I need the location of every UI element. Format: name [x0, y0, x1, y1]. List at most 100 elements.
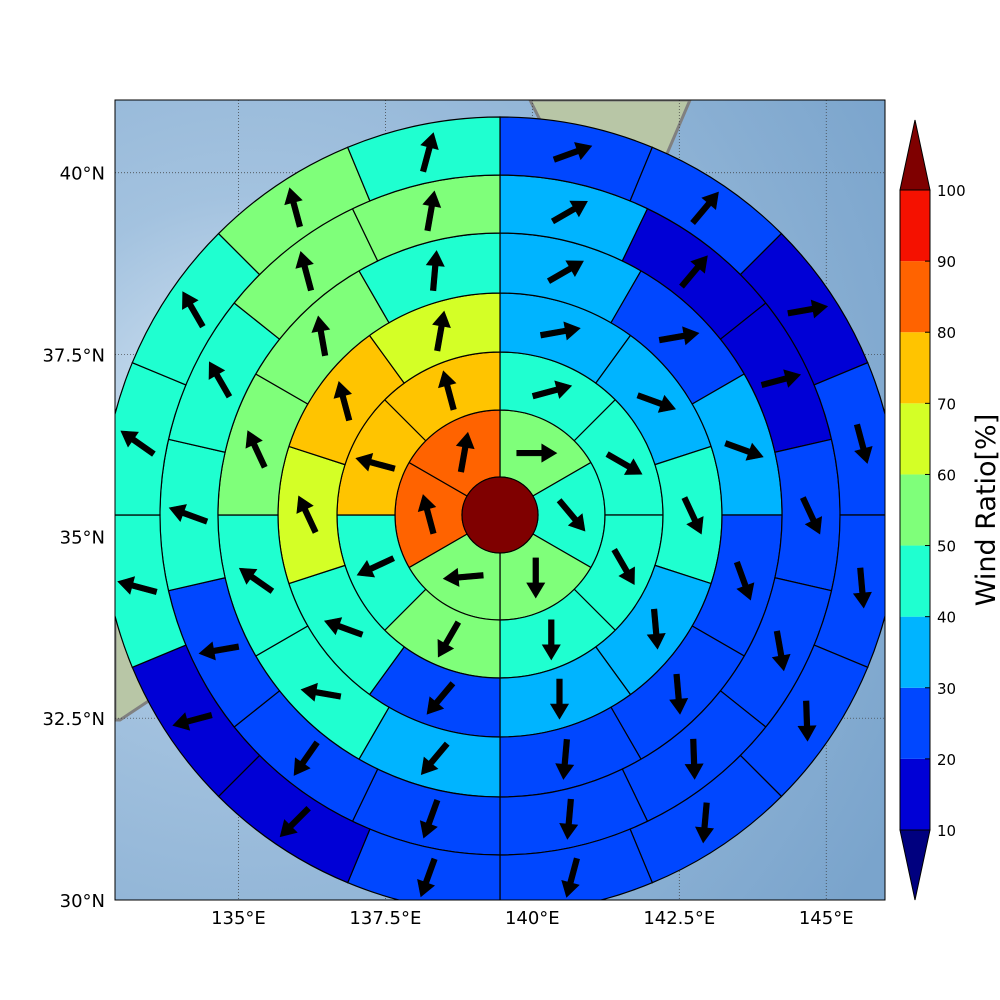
wind-arrow	[555, 738, 575, 780]
colorbar-segment	[900, 403, 930, 475]
colorbar-tick-label: 100	[937, 182, 966, 200]
x-tick-label: 142.5°E	[643, 908, 715, 929]
colorbar-segment	[900, 474, 930, 546]
wind-arrows	[117, 132, 873, 898]
wind-arrow	[442, 567, 484, 587]
wind-arrow	[245, 430, 268, 469]
wind-arrow	[296, 495, 319, 534]
colorbar-segment	[900, 687, 930, 759]
wind-arrow	[182, 291, 206, 329]
wind-arrow	[552, 142, 593, 163]
y-axis: 40°N 37.5°N 35°N 32.5°N 30°N	[42, 164, 105, 912]
wind-arrow	[420, 132, 439, 173]
wind-arrow	[438, 370, 457, 411]
wind-arrow	[238, 567, 275, 594]
colorbar-tick-label: 10	[937, 822, 956, 840]
wind-arrow	[311, 315, 331, 357]
wind-arrow	[549, 678, 570, 720]
wind-arrow	[771, 630, 791, 672]
wind-arrow	[422, 190, 442, 232]
x-tick-label: 137.5°E	[349, 908, 421, 929]
wind-arrow	[198, 641, 240, 661]
wind-sector	[654, 445, 723, 585]
wind-arrow	[690, 191, 719, 225]
wind-arrow	[526, 557, 546, 599]
wind-arrow	[550, 200, 588, 225]
wind-arrow	[420, 741, 450, 775]
wind-arrow	[605, 451, 643, 475]
wind-arrow	[279, 805, 311, 838]
wind-arrow	[797, 700, 817, 742]
wind-arrow	[516, 443, 558, 463]
wind-arrow	[853, 423, 873, 464]
colorbar-segment	[900, 261, 930, 333]
colorbar-tick-label: 70	[937, 395, 956, 413]
wind-sector	[277, 445, 346, 585]
colorbar-tick-label: 30	[937, 680, 956, 698]
wind-arrow	[333, 381, 353, 422]
wind-arrow	[355, 453, 396, 472]
x-tick-label: 140°E	[505, 908, 560, 929]
wind-arrow	[426, 681, 456, 715]
y-tick-label: 35°N	[60, 527, 105, 548]
wind-sector	[774, 438, 841, 592]
x-axis: 135°E 137.5°E 140°E 142.5°E 145°E	[211, 908, 854, 929]
colorbar-tick-label: 50	[937, 538, 956, 556]
wind-arrow	[531, 380, 573, 400]
colorbar-tick-label: 40	[937, 609, 956, 627]
x-tick-label: 135°E	[211, 908, 266, 929]
colorbar-segment	[900, 758, 930, 830]
colorbar-frame	[899, 189, 931, 831]
wind-arrow	[208, 361, 233, 399]
wind-arrow	[300, 682, 342, 702]
wind-arrow	[172, 712, 213, 731]
wind-arrow	[684, 738, 704, 780]
wind-arrow	[556, 498, 586, 532]
wind-arrow	[611, 548, 635, 585]
colorbar-segment	[900, 545, 930, 617]
y-tick-label: 32.5°N	[42, 709, 105, 730]
wind-arrow	[852, 567, 872, 609]
wind-arrow	[800, 496, 823, 535]
colorbar-tick-label: 80	[937, 324, 956, 342]
colorbar-tick-label: 90	[937, 253, 956, 271]
wind-arrow	[425, 250, 445, 292]
wind-arrow	[658, 326, 700, 346]
map-frame	[114, 99, 886, 901]
wind-arrow	[669, 673, 689, 715]
wind-arrow	[356, 555, 396, 578]
wind-arrow	[417, 857, 438, 898]
wind-arrow	[646, 608, 666, 650]
x-tick-label: 145°E	[799, 908, 854, 929]
wind-arrow	[681, 496, 704, 535]
wind-arrow	[417, 494, 437, 535]
wind-arrow	[295, 251, 315, 292]
colorbar-tick-label: 20	[937, 751, 956, 769]
colorbar-extend-bottom	[899, 829, 931, 901]
wind-arrow	[546, 260, 584, 284]
wind-arrow	[284, 187, 303, 228]
center-disk	[461, 476, 539, 554]
wind-arrow	[117, 576, 158, 595]
colorbar-segment	[900, 190, 930, 262]
wind-sector	[813, 361, 885, 516]
wind-arrow	[539, 321, 581, 341]
colorbar-extend-top	[899, 119, 931, 191]
wind-arrow	[293, 740, 320, 776]
wind-arrow	[168, 504, 209, 525]
colorbar-segment	[900, 332, 930, 404]
colorbar: 10 20 30 40 50 60 70 80 90 100 Wind Ratio[%]	[899, 119, 1000, 901]
wind-arrow	[787, 299, 829, 319]
wind-arrow	[541, 619, 561, 661]
wind-arrow	[724, 440, 764, 461]
wind-arrow	[679, 255, 708, 289]
wind-arrow	[636, 392, 677, 413]
wind-arrow	[432, 310, 451, 352]
wind-arrow	[455, 431, 475, 473]
y-tick-label: 40°N	[60, 164, 105, 185]
colorbar-segment	[900, 616, 930, 688]
y-tick-label: 37.5°N	[42, 346, 105, 367]
colorbar-label: Wind Ratio[%]	[971, 414, 1000, 606]
wind-arrow	[323, 617, 364, 638]
wind-arrow	[419, 799, 441, 839]
